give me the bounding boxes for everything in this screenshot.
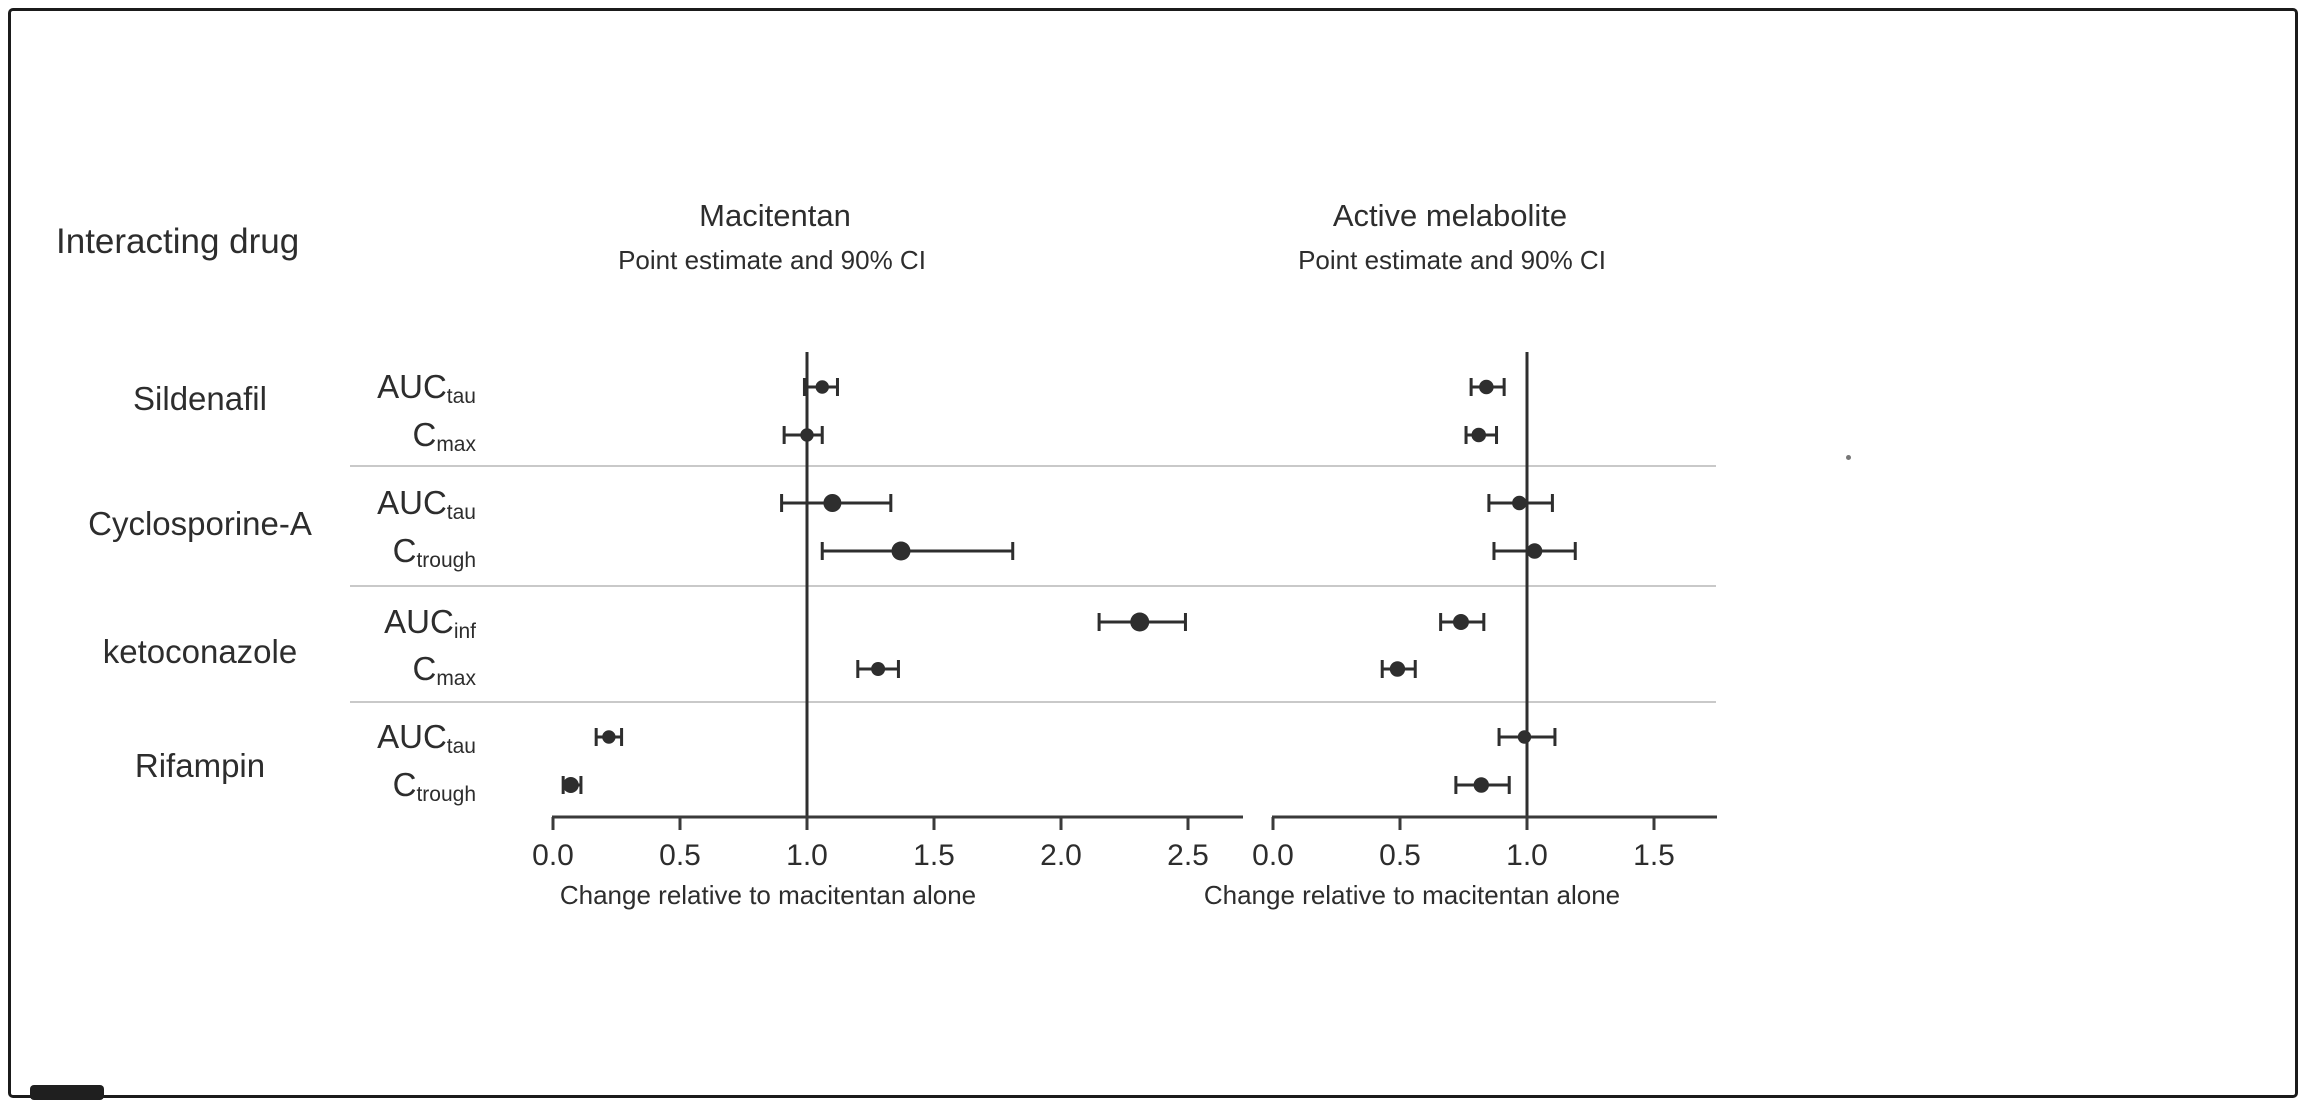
- drug-label: Rifampin: [134, 747, 266, 784]
- point-marker: [891, 541, 911, 561]
- x-tick-label: 1.5: [1633, 839, 1675, 872]
- param-label: AUCtau: [377, 718, 476, 758]
- x-tick-label: 1.0: [786, 839, 828, 872]
- point-marker: [815, 380, 829, 394]
- x-tick-label: 0.5: [659, 839, 701, 872]
- speck-artifact: [1846, 455, 1851, 460]
- param-label: Ctrough: [392, 532, 476, 572]
- point-marker: [1479, 379, 1494, 395]
- x-tick-label: 0.0: [1252, 839, 1294, 872]
- param-label: AUCinf: [384, 603, 476, 643]
- panel-title-macitentan: Macitentan: [699, 198, 851, 233]
- drug-label: Sildenafil: [133, 380, 267, 417]
- point-marker: [1473, 777, 1489, 793]
- x-tick-label: 1.0: [1506, 839, 1548, 872]
- point-marker: [1452, 614, 1469, 630]
- panel-subtitle-metabolite: Point estimate and 90% CI: [1298, 245, 1606, 275]
- drug-label: ketoconazole: [102, 633, 298, 670]
- x-axis-caption-macitentan: Change relative to macitentan alone: [559, 880, 977, 910]
- row-header: Interacting drug: [56, 222, 300, 261]
- param-label: Cmax: [412, 650, 476, 690]
- x-tick-label: 1.5: [913, 839, 955, 872]
- panel-title-metabolite: Active melabolite: [1332, 198, 1568, 233]
- point-marker: [800, 428, 814, 442]
- point-marker: [1130, 612, 1150, 632]
- point-marker: [1512, 495, 1527, 511]
- point-marker: [562, 777, 579, 793]
- x-tick-label: 2.5: [1167, 839, 1209, 872]
- point-marker: [823, 494, 842, 512]
- point-marker: [602, 730, 616, 744]
- param-label: AUCtau: [377, 368, 476, 408]
- point-marker: [1389, 661, 1406, 677]
- param-label: Ctrough: [392, 766, 476, 806]
- point-marker: [1526, 543, 1543, 559]
- x-tick-label: 0.0: [532, 839, 574, 872]
- param-label: AUCtau: [377, 484, 476, 524]
- point-marker: [871, 662, 886, 676]
- panel-subtitle-macitentan: Point estimate and 90% CI: [618, 245, 926, 275]
- x-axis-caption-metabolite: Change relative to macitentan alone: [1203, 880, 1621, 910]
- x-tick-label: 2.0: [1040, 839, 1082, 872]
- drug-label: Cyclosporine-A: [88, 505, 312, 542]
- scan-artifact-mark: [30, 1085, 104, 1100]
- point-marker: [1471, 427, 1487, 443]
- point-marker: [1517, 730, 1532, 744]
- x-tick-label: 0.5: [1379, 839, 1421, 872]
- param-label: Cmax: [412, 416, 476, 456]
